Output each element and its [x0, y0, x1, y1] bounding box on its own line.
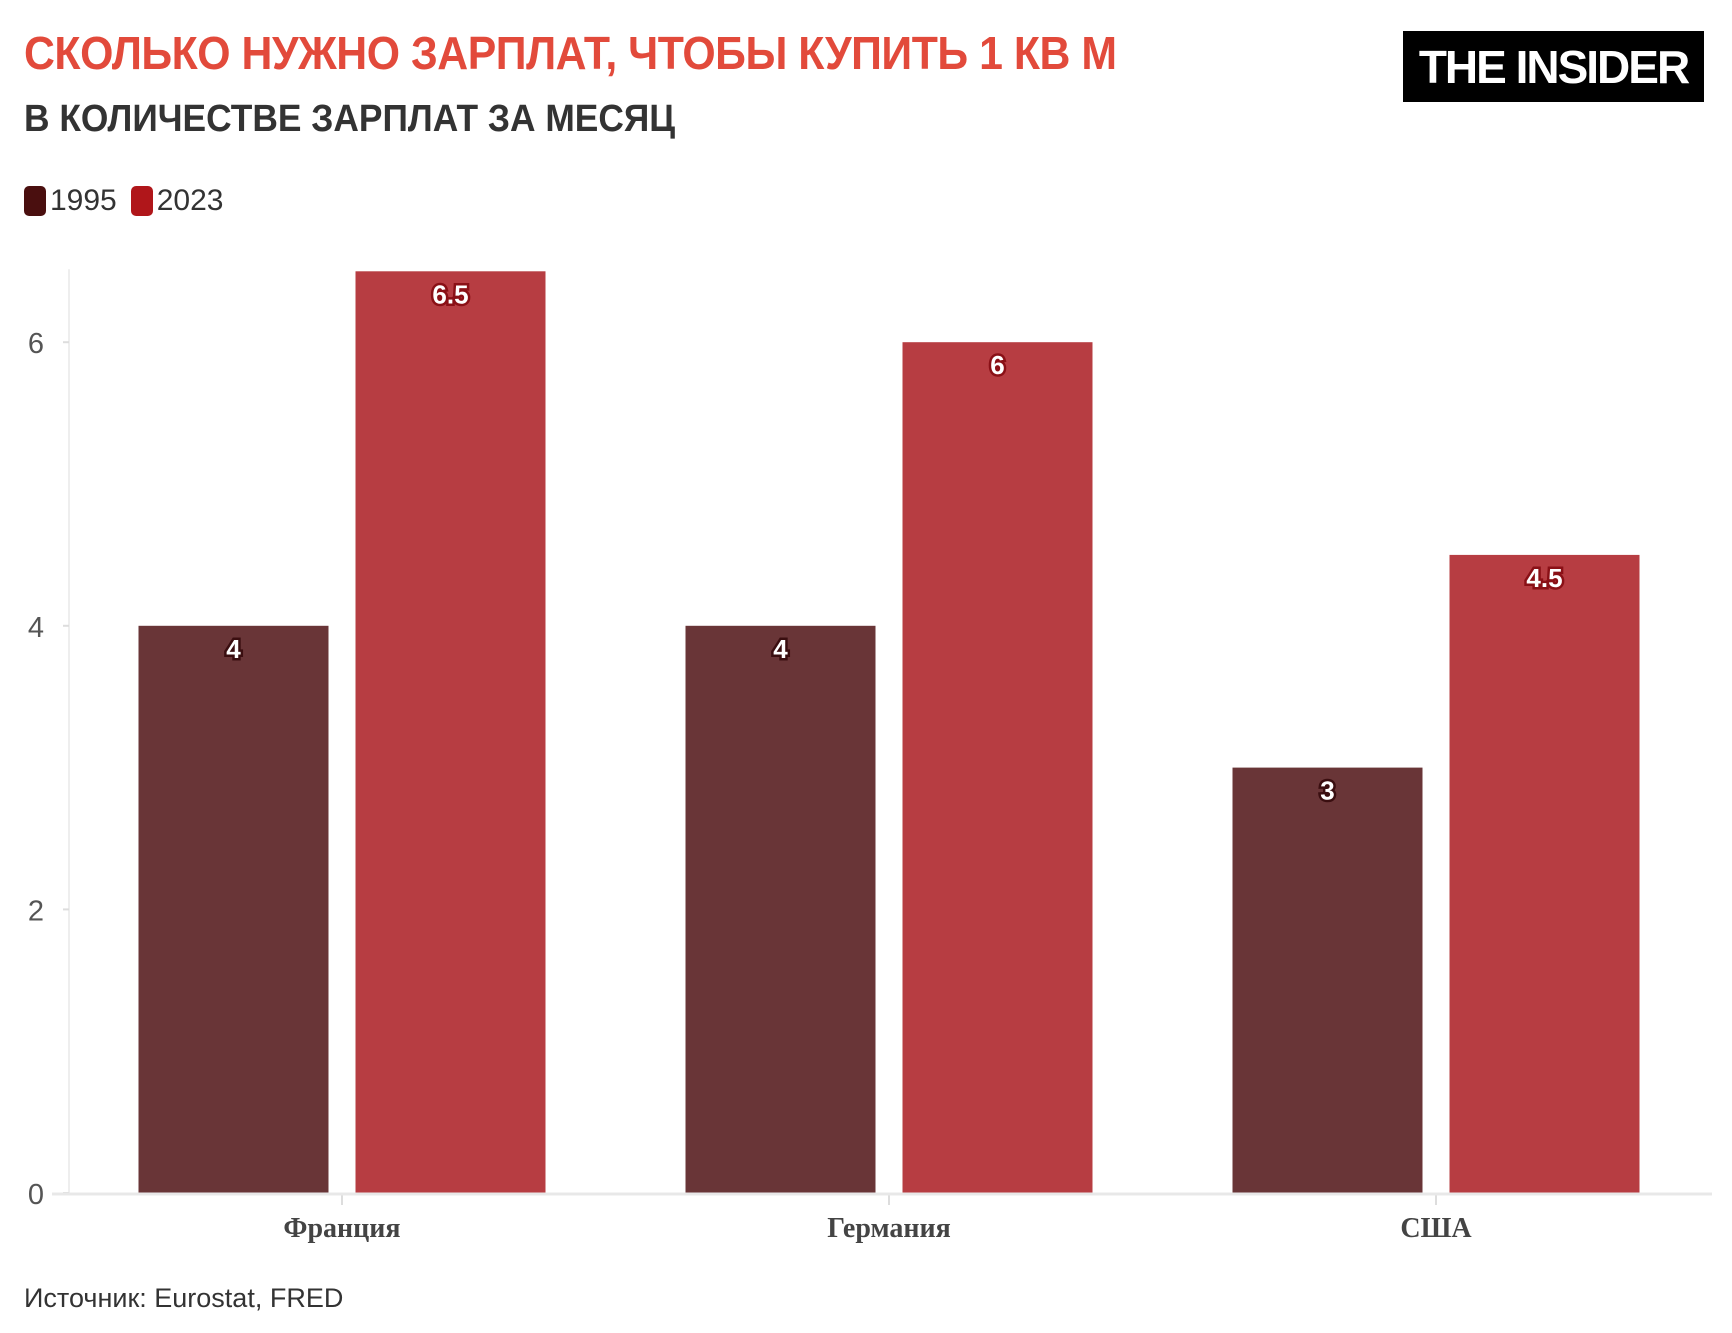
bar-2023-1 — [902, 342, 1093, 1193]
x-tick-label: США — [1400, 1213, 1472, 1244]
data-label: 4 — [773, 634, 788, 664]
x-tick-label: Франция — [283, 1213, 400, 1244]
y-tick-label: 6 — [28, 328, 44, 360]
chart-title: СКОЛЬКО НУЖНО ЗАРПЛАТ, ЧТОБЫ КУПИТЬ 1 КВ… — [24, 27, 1117, 79]
y-tick-label: 0 — [28, 1179, 44, 1211]
bar-2023-2 — [1449, 554, 1640, 1193]
the-insider-logo: THE INSIDER — [1403, 31, 1704, 102]
data-label: 3 — [1320, 776, 1334, 806]
x-tick-label: Германия — [827, 1213, 951, 1244]
legend-label-2023: 2023 — [156, 184, 224, 217]
bar-1995-1 — [685, 625, 876, 1193]
chart-subtitle: В КОЛИЧЕСТВЕ ЗАРПЛАТ ЗА МЕСЯЦ — [24, 98, 676, 140]
data-label: 4 — [226, 634, 241, 664]
legend: 1995 2023 — [24, 184, 238, 218]
bar-2023-0 — [355, 271, 546, 1193]
data-label: 6.5 — [432, 279, 468, 309]
data-label: 4.5 — [1526, 563, 1562, 593]
legend-label-1995: 1995 — [50, 184, 117, 217]
y-tick-label: 2 — [28, 895, 44, 927]
bar-1995-0 — [138, 625, 329, 1193]
source-note: Источник: Eurostat, FRED — [24, 1283, 344, 1313]
data-label: 6 — [990, 350, 1004, 380]
legend-swatch-2023 — [130, 186, 153, 216]
legend-swatch-1995 — [24, 186, 46, 216]
y-tick-label: 4 — [28, 612, 44, 644]
bar-1995-2 — [1232, 767, 1423, 1193]
